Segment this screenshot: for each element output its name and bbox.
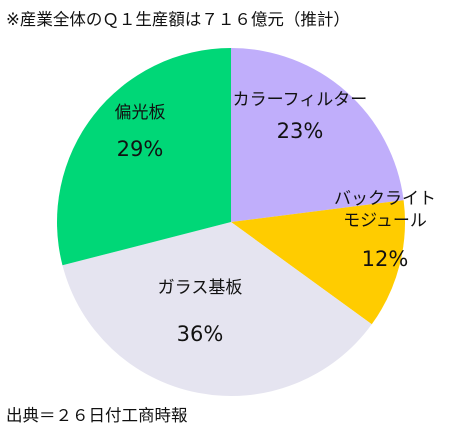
slice-value-glass: 36% xyxy=(177,322,224,346)
slice-value-backlight: 12% xyxy=(362,247,409,271)
source-note: 出典＝２６日付工商時報 xyxy=(6,406,188,425)
slice-glass xyxy=(62,222,372,396)
slice-label-polarizer: 偏光板 xyxy=(115,103,166,123)
slice-label-color-filter: カラーフィルター xyxy=(233,90,368,110)
slice-polarizer xyxy=(57,48,232,266)
slice-backlight xyxy=(231,200,405,325)
slice-label-glass: ガラス基板 xyxy=(158,278,243,298)
slice-label-backlight: バックライトモジュール xyxy=(334,189,436,231)
slice-value-polarizer: 29% xyxy=(117,137,164,161)
slice-value-color-filter: 23% xyxy=(277,119,324,143)
estimate-note: ※産業全体のＱ１生産額は７１６億元（推計） xyxy=(6,10,350,29)
slice-color-filter xyxy=(231,48,404,222)
